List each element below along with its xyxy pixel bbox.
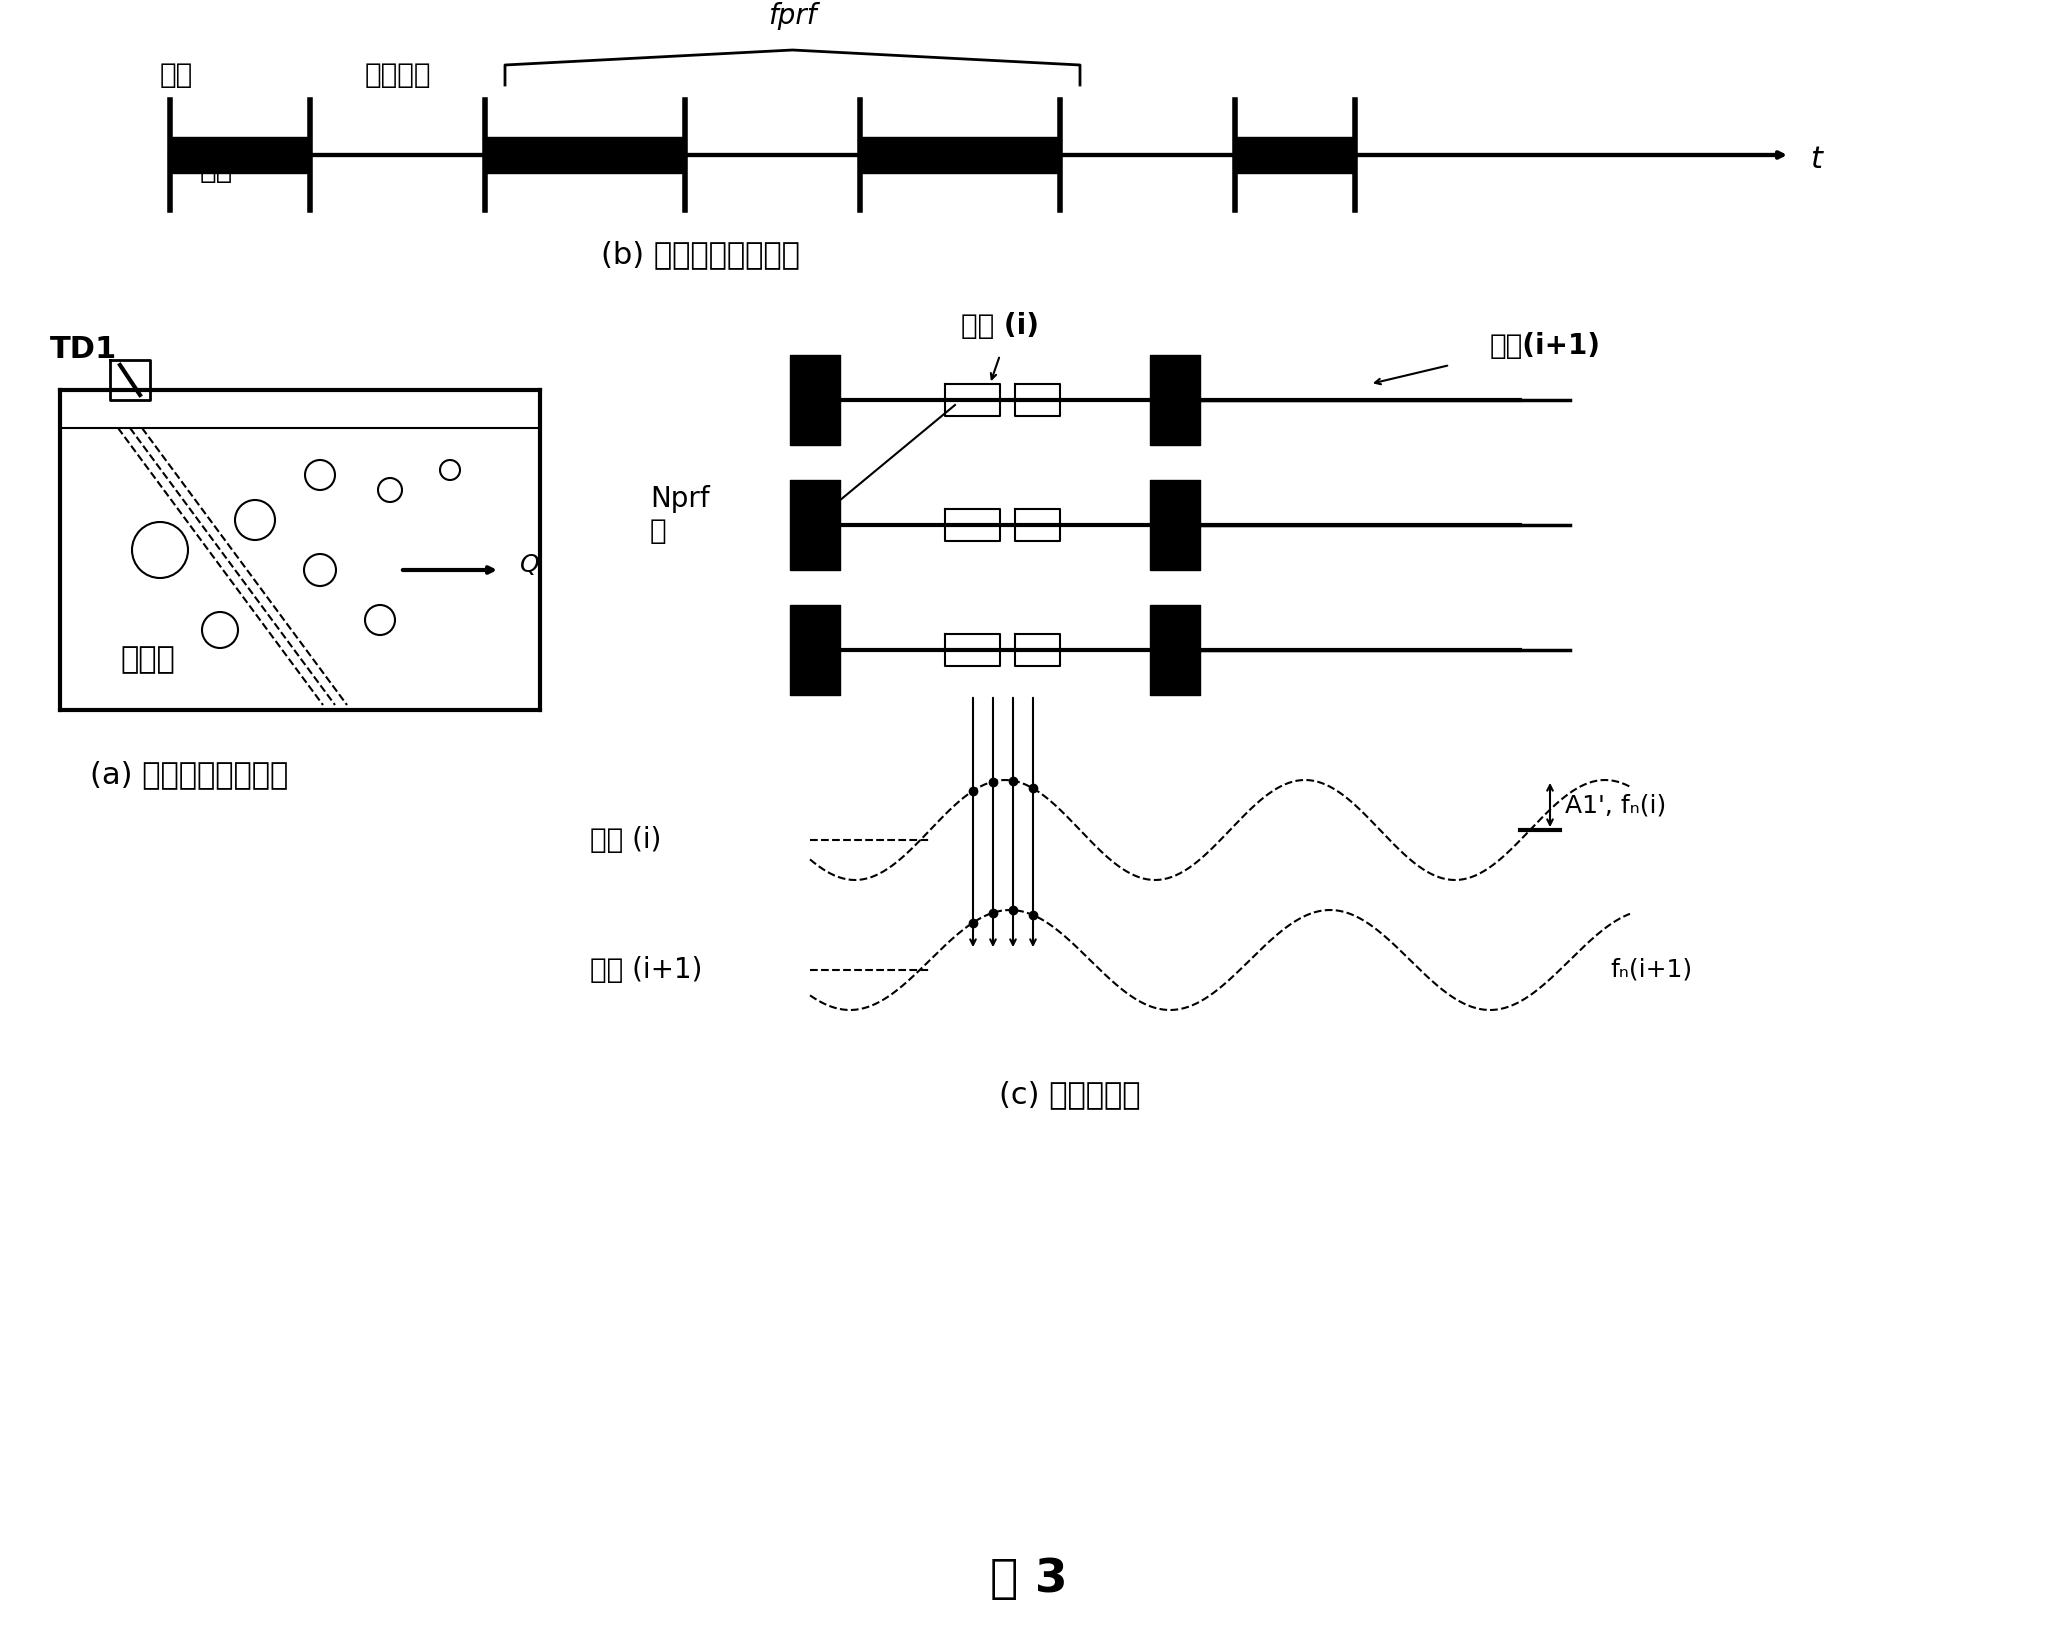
Text: Q: Q	[521, 554, 539, 577]
Bar	[486, 138, 685, 174]
Text: (b) 接收波的时间变化: (b) 接收波的时间变化	[601, 241, 799, 269]
Bar	[1235, 138, 1354, 174]
Bar	[860, 138, 1060, 174]
Text: fₙ(i+1): fₙ(i+1)	[1609, 958, 1692, 983]
Text: TD1: TD1	[49, 336, 117, 365]
Text: fprf: fprf	[768, 2, 817, 29]
Text: t: t	[1809, 146, 1821, 175]
Bar	[171, 138, 311, 174]
Text: 位置 (i+1): 位置 (i+1)	[591, 957, 702, 984]
Text: 图 3: 图 3	[990, 1558, 1068, 1602]
Text: 由壁反射: 由壁反射	[364, 61, 432, 88]
Text: 回波: 回波	[200, 156, 233, 183]
Text: Nprf
次: Nprf 次	[650, 485, 710, 545]
Text: A1', fₙ(i): A1', fₙ(i)	[1564, 793, 1667, 817]
Text: (c) 测量的概念: (c) 测量的概念	[1000, 1079, 1140, 1109]
Text: 位置 (i): 位置 (i)	[591, 826, 661, 853]
Text: 位置 (i): 位置 (i)	[961, 311, 1039, 341]
Text: (a) 多普勒方法的配置: (a) 多普勒方法的配置	[91, 760, 288, 790]
Text: 反射体: 反射体	[119, 645, 175, 675]
Text: 位置(i+1): 位置(i+1)	[1490, 333, 1601, 360]
Text: 发送: 发送	[161, 61, 193, 88]
